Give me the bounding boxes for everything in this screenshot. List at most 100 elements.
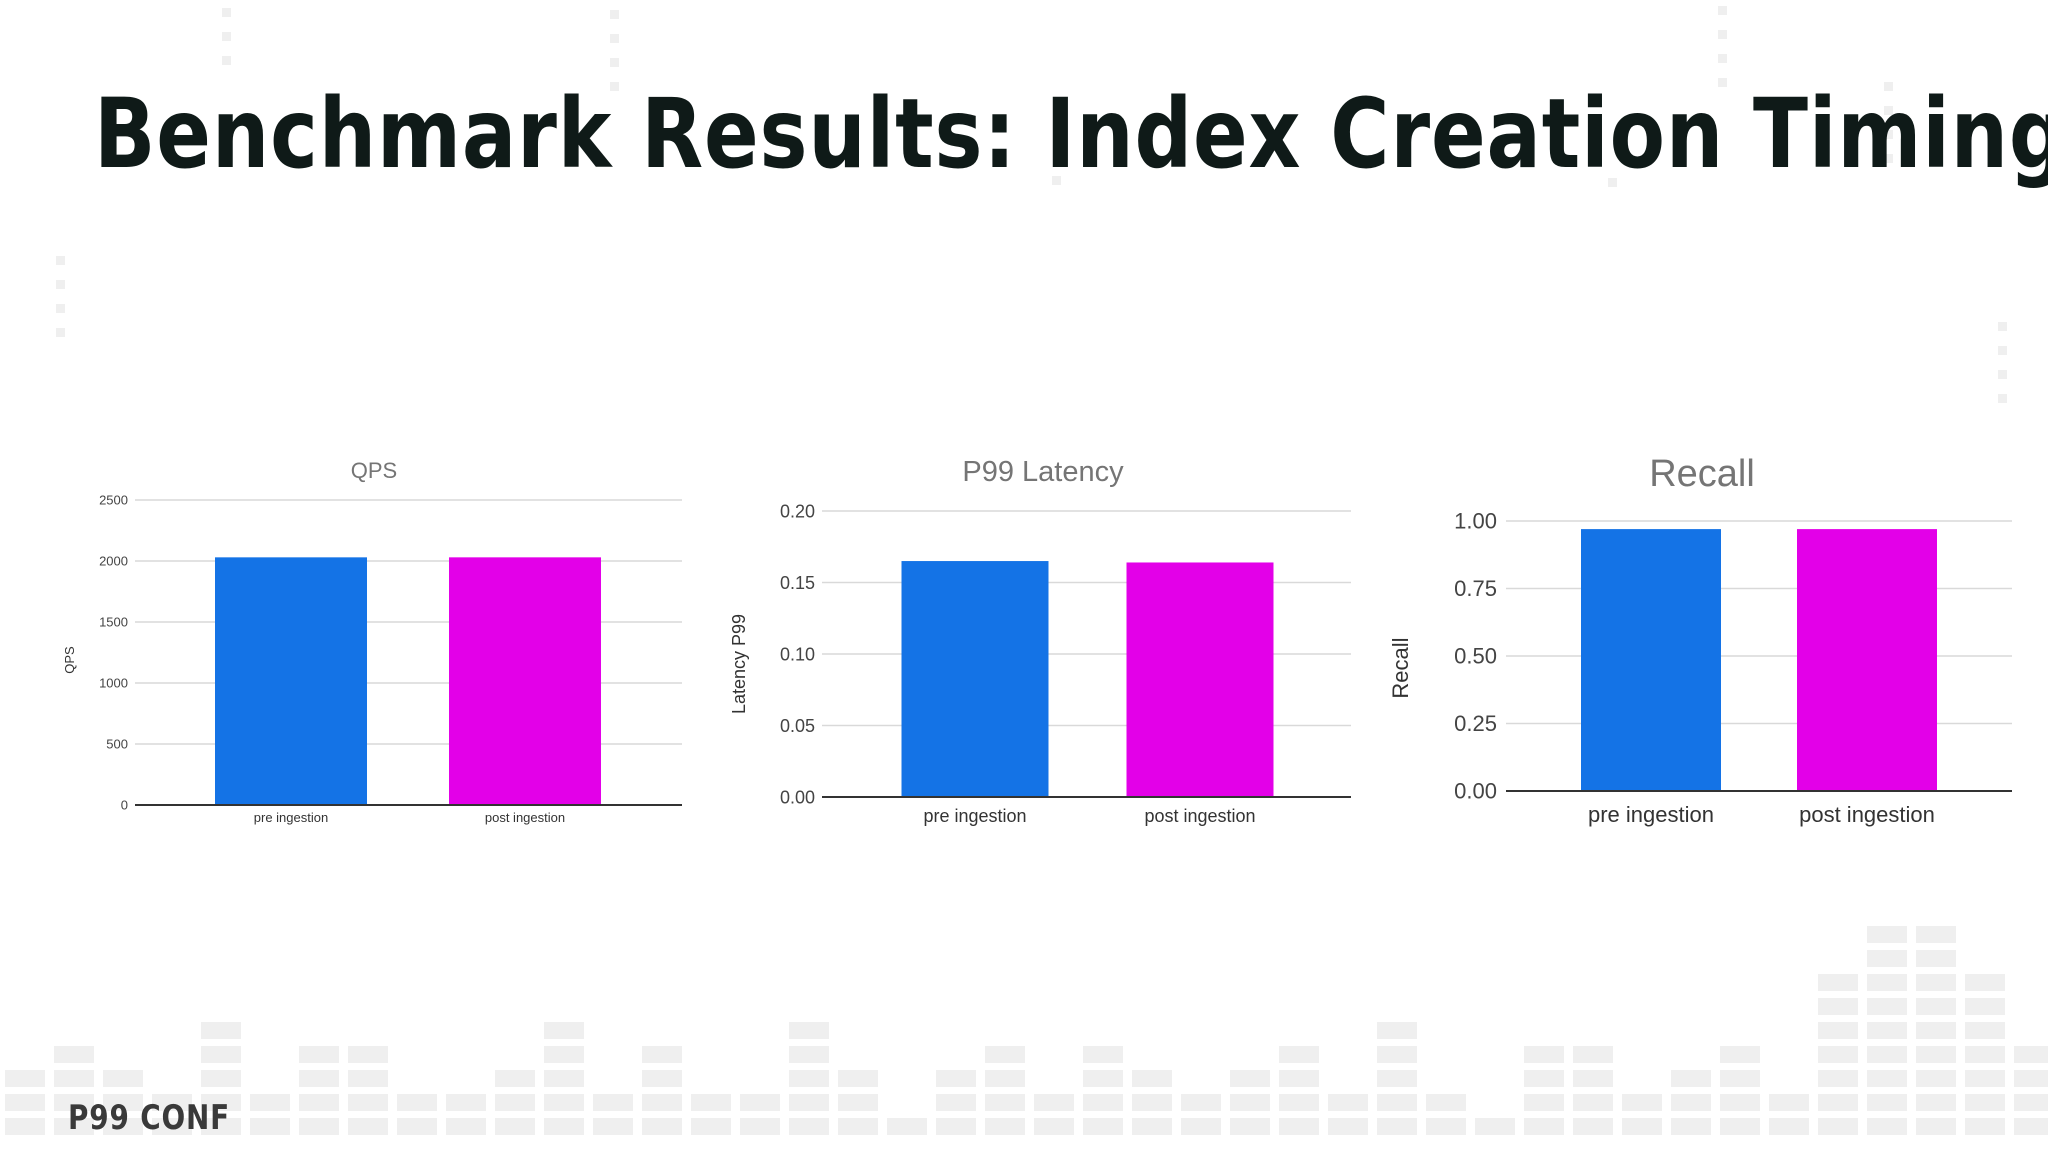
deco-block — [985, 1094, 1025, 1111]
deco-block — [1083, 1046, 1123, 1063]
deco-block — [495, 1094, 535, 1111]
deco-block — [1573, 1070, 1613, 1087]
deco-block — [593, 1118, 633, 1135]
deco-block — [1769, 1118, 1809, 1135]
deco-block — [544, 1118, 584, 1135]
deco-block — [103, 1118, 143, 1135]
y-tick-label: 2500 — [99, 493, 128, 508]
deco-block — [1573, 1118, 1613, 1135]
deco-block — [642, 1046, 682, 1063]
deco-dot — [1718, 78, 1727, 87]
deco-block — [103, 1070, 143, 1087]
deco-block — [1965, 974, 2005, 991]
deco-block — [1965, 998, 2005, 1015]
y-axis-label: Latency P99 — [729, 614, 749, 714]
deco-block — [54, 1094, 94, 1111]
deco-block — [1034, 1094, 1074, 1111]
deco-block — [1328, 1094, 1368, 1111]
deco-block — [985, 1046, 1025, 1063]
deco-block — [5, 1070, 45, 1087]
deco-dot — [1718, 30, 1727, 39]
deco-block — [201, 1094, 241, 1111]
slide-title: Benchmark Results: Index Creation Timing — [94, 78, 2048, 190]
deco-block — [2014, 1070, 2048, 1087]
deco-block — [1230, 1070, 1270, 1087]
deco-dot — [56, 280, 65, 289]
deco-block — [691, 1118, 731, 1135]
deco-block — [348, 1094, 388, 1111]
deco-block — [936, 1118, 976, 1135]
y-tick-label: 0.20 — [780, 501, 815, 521]
deco-block — [1279, 1118, 1319, 1135]
deco-block — [1132, 1094, 1172, 1111]
deco-block — [544, 1070, 584, 1087]
deco-block — [1720, 1118, 1760, 1135]
deco-block — [1916, 1046, 1956, 1063]
deco-block — [1916, 926, 1956, 943]
deco-block — [1965, 1070, 2005, 1087]
deco-block — [985, 1118, 1025, 1135]
y-tick-label: 1000 — [99, 676, 128, 691]
deco-block — [1671, 1118, 1711, 1135]
deco-dot — [1998, 322, 2007, 331]
deco-block — [1622, 1118, 1662, 1135]
deco-block — [1377, 1022, 1417, 1039]
deco-block — [1426, 1118, 1466, 1135]
deco-block — [1377, 1046, 1417, 1063]
deco-block — [1083, 1094, 1123, 1111]
deco-block — [54, 1046, 94, 1063]
deco-dot — [1998, 370, 2007, 379]
deco-block — [1965, 1046, 2005, 1063]
deco-block — [1867, 950, 1907, 967]
deco-dot — [610, 82, 619, 91]
chart-title: Recall — [1649, 453, 1755, 495]
deco-block — [2014, 1046, 2048, 1063]
deco-block — [838, 1118, 878, 1135]
deco-block — [936, 1094, 976, 1111]
deco-block — [1377, 1118, 1417, 1135]
deco-block — [54, 1070, 94, 1087]
deco-block — [1181, 1094, 1221, 1111]
deco-block — [348, 1046, 388, 1063]
y-tick-label: 0.05 — [780, 716, 815, 736]
deco-block — [1279, 1094, 1319, 1111]
deco-block — [397, 1118, 437, 1135]
y-tick-label: 0.15 — [780, 573, 815, 593]
deco-block — [789, 1070, 829, 1087]
deco-block — [544, 1046, 584, 1063]
deco-dot — [1608, 178, 1617, 187]
bar-post-ingestion — [1797, 529, 1937, 791]
deco-dot — [1052, 176, 1061, 185]
deco-block — [985, 1070, 1025, 1087]
deco-block — [5, 1118, 45, 1135]
deco-block — [348, 1070, 388, 1087]
deco-block — [1867, 1070, 1907, 1087]
deco-block — [1916, 998, 1956, 1015]
deco-block — [397, 1094, 437, 1111]
deco-block — [1965, 1094, 2005, 1111]
deco-block — [1524, 1094, 1564, 1111]
deco-block — [1916, 1094, 1956, 1111]
deco-block — [544, 1094, 584, 1111]
deco-block — [544, 1022, 584, 1039]
deco-block — [1132, 1070, 1172, 1087]
deco-block — [1132, 1118, 1172, 1135]
deco-block — [152, 1094, 192, 1111]
deco-block — [1279, 1046, 1319, 1063]
deco-dot — [1884, 154, 1893, 163]
deco-block — [1573, 1046, 1613, 1063]
deco-block — [201, 1022, 241, 1039]
deco-block — [789, 1118, 829, 1135]
deco-dot — [56, 328, 65, 337]
x-category-label: pre ingestion — [254, 810, 328, 825]
deco-dot — [222, 32, 231, 41]
deco-block — [1916, 1070, 1956, 1087]
deco-block — [1916, 1022, 1956, 1039]
deco-block — [348, 1118, 388, 1135]
deco-block — [642, 1118, 682, 1135]
deco-block — [1524, 1070, 1564, 1087]
deco-block — [1377, 1094, 1417, 1111]
deco-block — [838, 1070, 878, 1087]
deco-dot — [610, 58, 619, 67]
x-category-label: pre ingestion — [923, 806, 1026, 826]
